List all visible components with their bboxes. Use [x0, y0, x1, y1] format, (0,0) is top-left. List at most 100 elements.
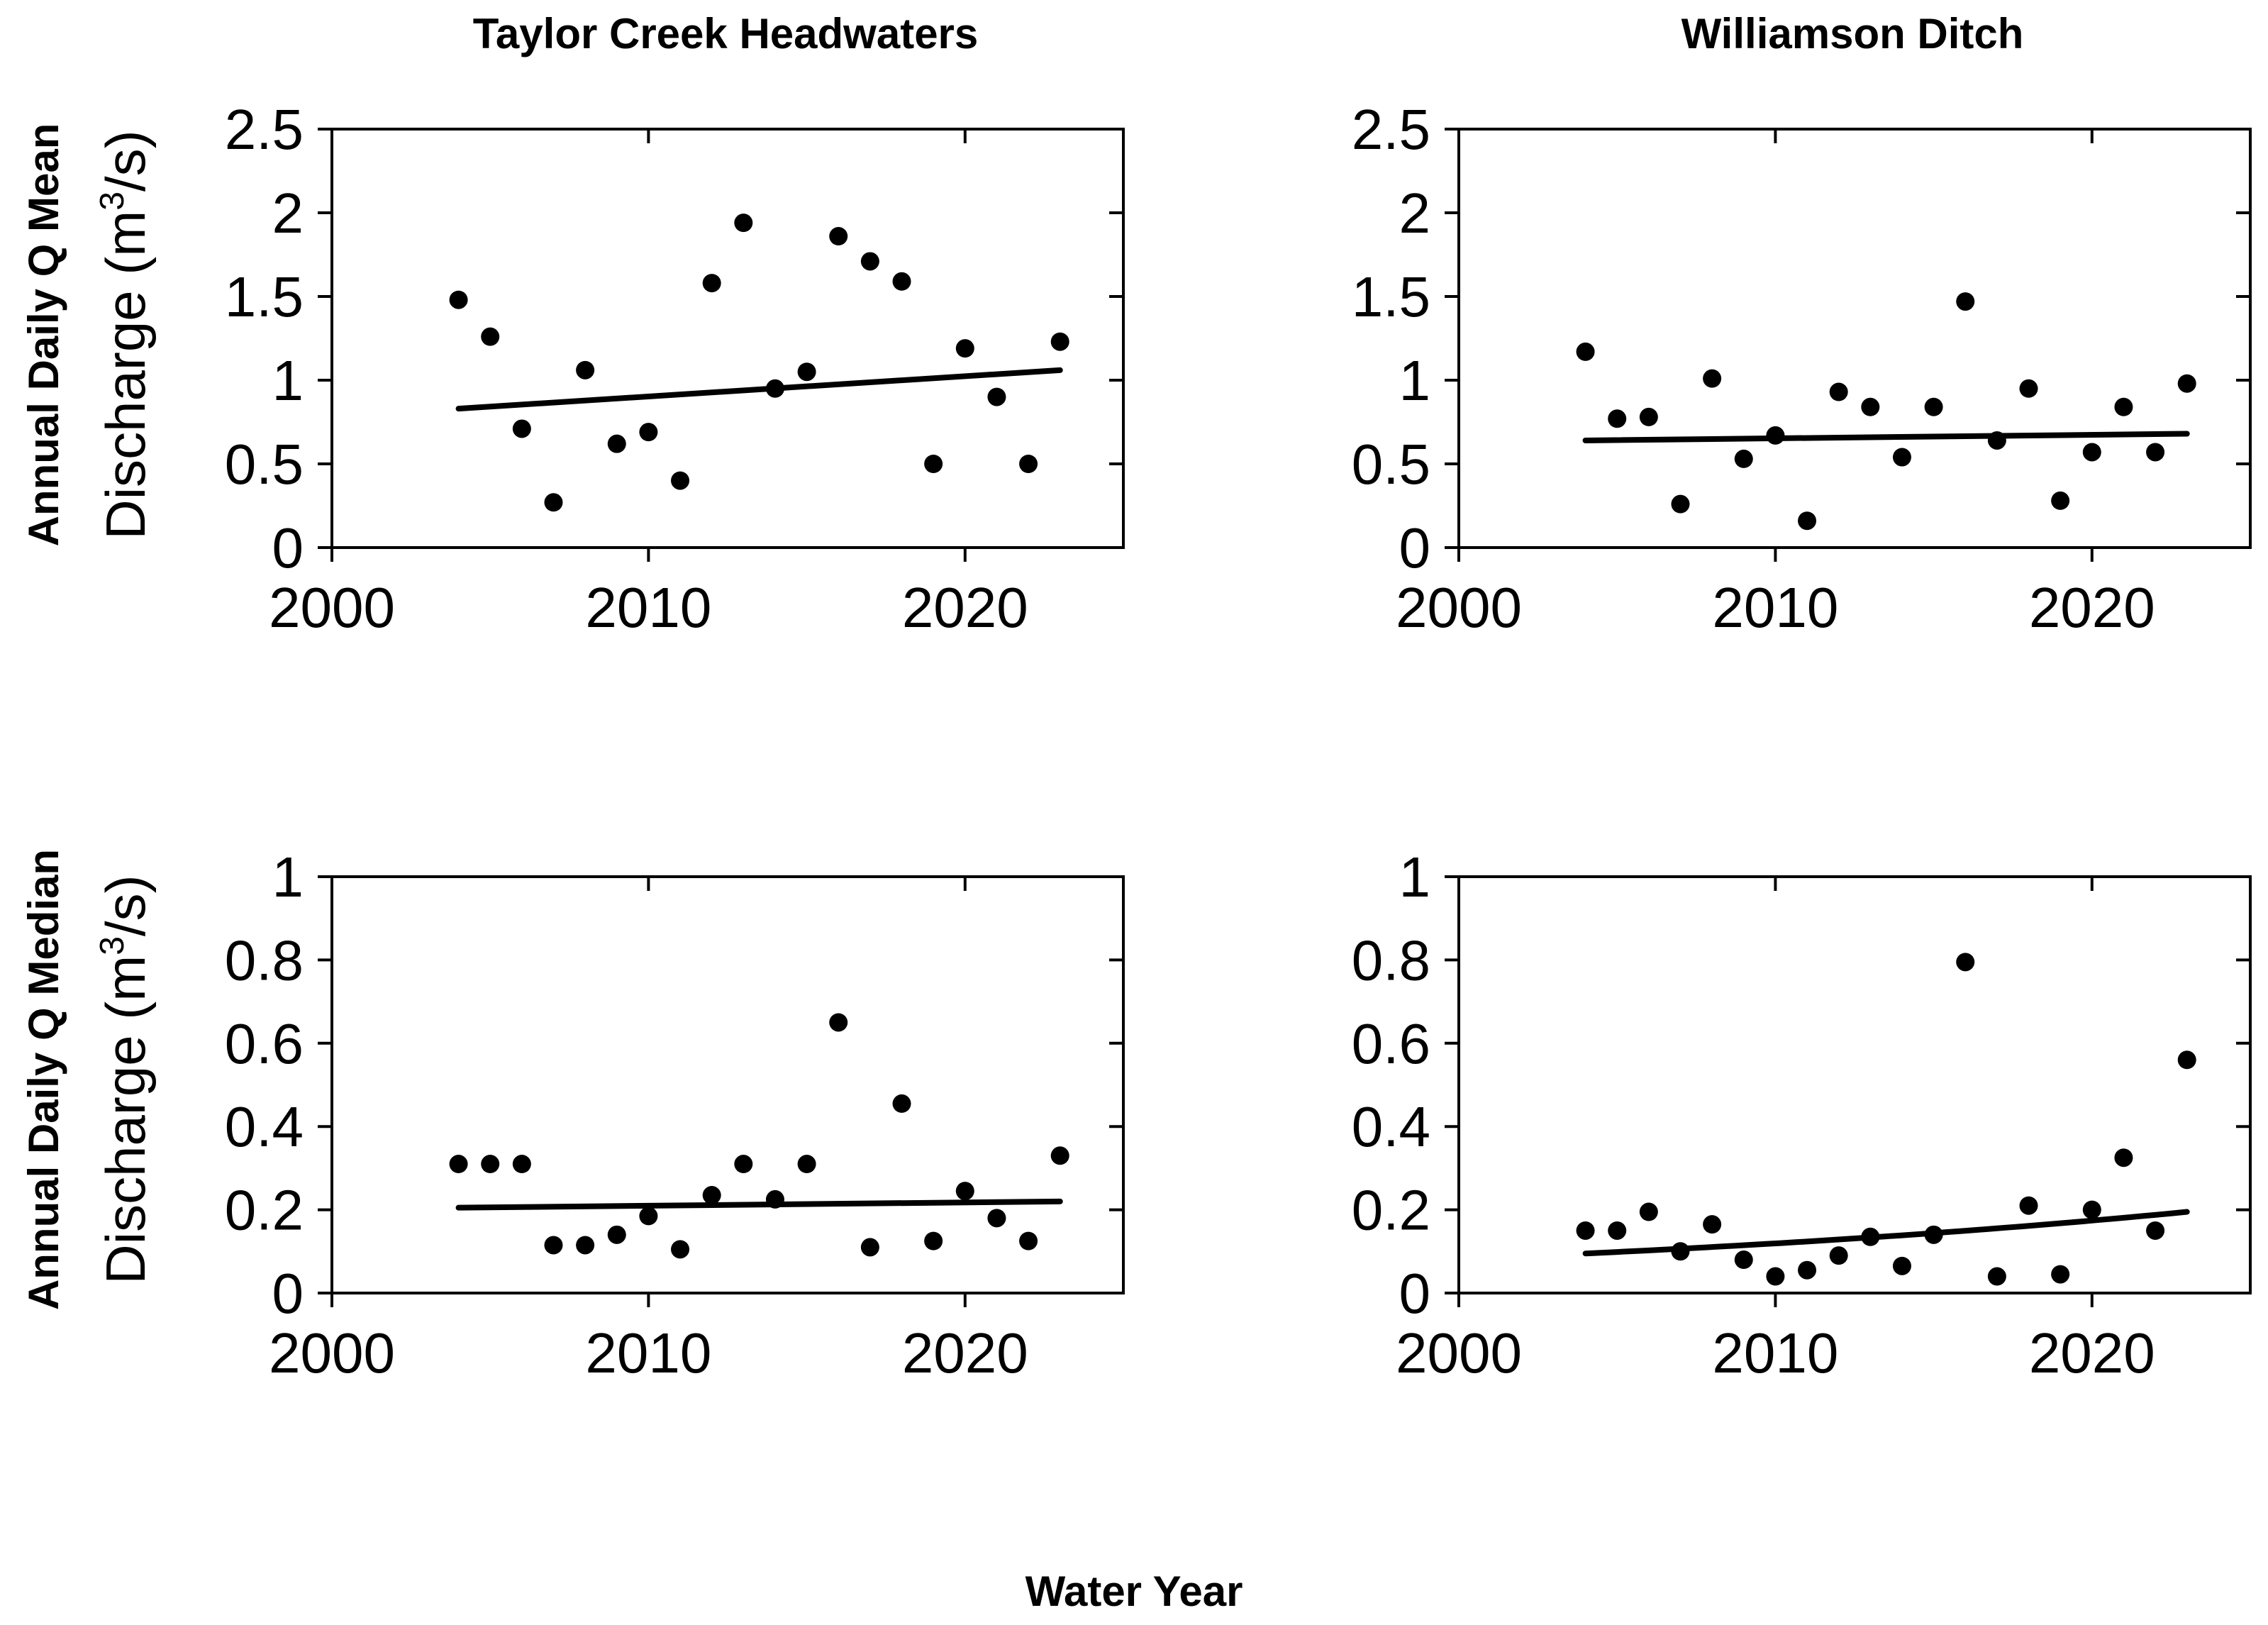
y-axis-title-text: Discharge (m — [94, 955, 157, 1285]
panel-williamson-ditch-mean: 0 0.5 1 1.5 2 2.5 2000 2010 2020 — [1352, 98, 2252, 639]
data-point — [1798, 1260, 1817, 1280]
data-point — [1576, 342, 1595, 361]
data-point — [1019, 1231, 1038, 1250]
data-point — [1608, 409, 1627, 428]
data-point — [544, 1236, 563, 1255]
x-tick-label: 2020 — [2029, 1321, 2155, 1385]
data-point — [512, 1155, 531, 1174]
data-point — [987, 387, 1006, 406]
data-point — [2082, 1200, 2101, 1219]
data-point — [1829, 382, 1848, 401]
data-point — [1050, 332, 1069, 351]
y-axis-title-mean: Discharge (m3/s) — [94, 130, 157, 539]
data-point — [1050, 1146, 1069, 1165]
y-tick-label: 1 — [1399, 349, 1431, 412]
data-point — [2146, 1221, 2165, 1240]
data-point — [544, 493, 563, 512]
y-tick-label: 1.5 — [225, 265, 304, 328]
data-point — [1861, 1227, 1880, 1246]
column-title-taylor-creek: Taylor Creek Headwaters — [473, 10, 979, 57]
data-point — [1892, 1256, 1911, 1275]
row-label-mean: Annual Daily Q Mean — [20, 123, 67, 547]
plot-frame — [1457, 128, 2252, 549]
data-point — [860, 252, 879, 271]
data-point — [1639, 407, 1658, 426]
data-point — [765, 379, 784, 398]
data-point — [607, 434, 626, 453]
y-tick-label: 0.2 — [225, 1179, 304, 1242]
data-point — [1924, 397, 1943, 416]
data-point — [765, 1189, 784, 1209]
data-point — [1987, 1267, 2006, 1286]
data-point — [1829, 1246, 1848, 1265]
y-axis-title-tail: /s) — [94, 875, 157, 936]
data-point — [924, 1231, 943, 1250]
data-point — [892, 272, 911, 291]
data-point — [702, 1186, 721, 1205]
data-point — [1798, 511, 1817, 531]
data-point — [449, 1155, 468, 1174]
x-tick-label: 2000 — [1396, 576, 1522, 639]
data-point — [1892, 448, 1911, 467]
x-tick-label: 2010 — [585, 1321, 711, 1385]
data-point — [2146, 443, 2165, 462]
trend-line — [455, 367, 1063, 412]
y-tick-label: 2 — [1399, 182, 1431, 245]
data-point — [1734, 1250, 1753, 1270]
y-tick-label: 0.4 — [1352, 1095, 1430, 1158]
data-point — [2177, 1050, 2196, 1070]
data-point — [702, 274, 721, 293]
data-point — [2051, 491, 2070, 510]
y-tick-label: 1 — [272, 349, 304, 412]
data-point — [481, 327, 500, 346]
data-point — [1671, 494, 1690, 514]
y-tick-label: 0.6 — [225, 1012, 304, 1075]
panel-taylor-creek-mean: 0 0.5 1 1.5 2 2.5 2000 2010 2020 — [225, 98, 1125, 639]
y-tick-label: 0 — [272, 516, 304, 579]
data-point — [1703, 369, 1722, 388]
data-point — [797, 1155, 816, 1174]
y-tick-label: 0 — [1399, 516, 1431, 579]
data-point — [1019, 455, 1038, 473]
data-point — [1576, 1221, 1595, 1240]
panel-williamson-ditch-median: 0 0.2 0.4 0.6 0.8 1 2000 2010 2020 — [1352, 845, 2252, 1385]
plot-frame — [1457, 875, 2252, 1294]
data-point — [639, 1207, 658, 1226]
y-axis-title-tail: /s) — [94, 130, 157, 192]
x-tick-label: 2010 — [1712, 576, 1838, 639]
data-point — [2114, 1148, 2133, 1168]
data-point — [576, 360, 595, 379]
data-point — [1734, 449, 1753, 468]
data-point — [829, 227, 848, 246]
y-tick-label: 1.5 — [1352, 265, 1430, 328]
data-point — [734, 1155, 753, 1174]
x-axis-title: Water Year — [1025, 1568, 1243, 1615]
y-tick-label: 2.5 — [1352, 98, 1430, 161]
data-point — [955, 339, 974, 358]
data-point — [512, 419, 531, 438]
data-point — [576, 1236, 595, 1255]
data-point — [955, 1182, 974, 1201]
plot-frame — [330, 875, 1125, 1294]
data-point — [671, 1240, 690, 1259]
x-tick-label: 2000 — [1396, 1321, 1522, 1385]
data-point — [449, 290, 468, 309]
x-tick-label: 2010 — [585, 576, 711, 639]
data-point — [607, 1225, 626, 1244]
data-point — [892, 1094, 911, 1113]
data-point — [1956, 292, 1975, 311]
data-point — [987, 1209, 1006, 1228]
data-point — [1671, 1242, 1690, 1261]
data-point — [1924, 1225, 1943, 1244]
x-tick-label: 2000 — [269, 1321, 395, 1385]
y-axis-title-superscript: 3 — [94, 192, 131, 211]
data-point — [829, 1013, 848, 1032]
y-tick-label: 2.5 — [225, 98, 304, 161]
data-point — [2114, 397, 2133, 416]
data-point — [2051, 1265, 2070, 1284]
data-point — [1766, 1267, 1785, 1286]
data-point — [1987, 431, 2006, 450]
y-axis-title-median: Discharge (m3/s) — [94, 875, 157, 1284]
x-tick-label: 2020 — [2029, 576, 2155, 639]
